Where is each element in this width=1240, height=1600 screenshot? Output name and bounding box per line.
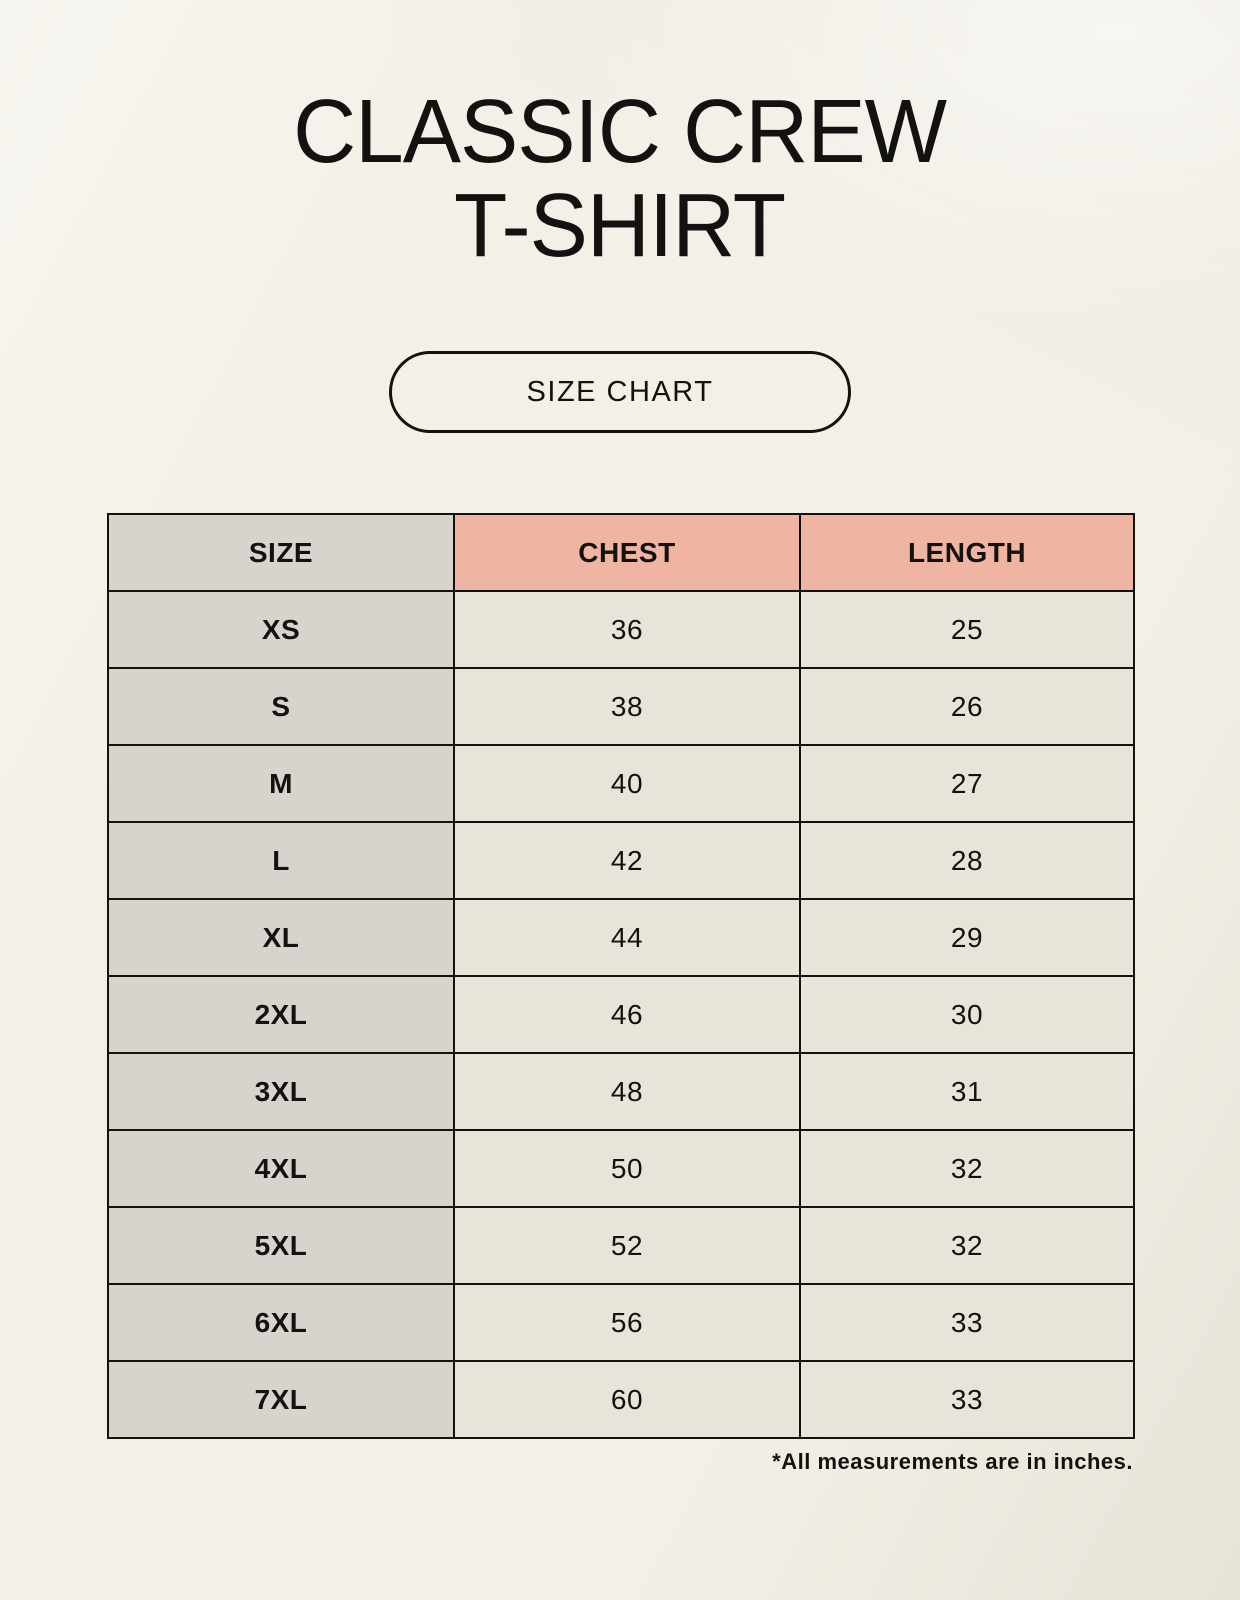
column-header-size: SIZE [107, 513, 455, 593]
length-cell: 30 [799, 975, 1135, 1055]
chest-cell: 56 [453, 1283, 801, 1363]
chest-cell: 40 [453, 744, 801, 824]
length-cell: 28 [799, 821, 1135, 901]
table-row: L 42 28 [107, 821, 1135, 901]
size-table-body: XS 36 25 S 38 26 M 40 27 L 42 28 XL 44 29 2XL 46 30 3XL 48 3… [107, 590, 1135, 1440]
table-row: 6XL 56 33 [107, 1283, 1135, 1363]
chest-cell: 50 [453, 1129, 801, 1209]
column-header-chest: CHEST [453, 513, 801, 593]
size-cell: 3XL [107, 1052, 455, 1132]
length-cell: 31 [799, 1052, 1135, 1132]
length-cell: 33 [799, 1283, 1135, 1363]
page-title-line1: CLASSIC CREW [293, 82, 948, 182]
chest-cell: 44 [453, 898, 801, 978]
chest-cell: 38 [453, 667, 801, 747]
table-row: 2XL 46 30 [107, 975, 1135, 1055]
table-row: M 40 27 [107, 744, 1135, 824]
size-table: SIZE CHEST LENGTH XS 36 25 S 38 26 M 40 27 L 42 28 X… [107, 513, 1135, 1440]
size-table-container: SIZE CHEST LENGTH XS 36 25 S 38 26 M 40 27 L 42 28 X… [107, 513, 1135, 1475]
page-title: CLASSIC CREW T-SHIRT [294, 85, 948, 276]
chest-cell: 42 [453, 821, 801, 901]
chest-cell: 60 [453, 1360, 801, 1440]
size-cell: L [107, 821, 455, 901]
table-row: 4XL 50 32 [107, 1129, 1135, 1209]
chest-cell: 48 [453, 1052, 801, 1132]
size-chart-button[interactable]: SIZE CHART [389, 351, 851, 434]
measurements-footnote: *All measurements are in inches. [772, 1449, 1133, 1475]
table-row: 7XL 60 33 [107, 1360, 1135, 1440]
length-cell: 32 [799, 1129, 1135, 1209]
length-cell: 32 [799, 1206, 1135, 1286]
table-row: XS 36 25 [107, 590, 1135, 670]
table-row: 5XL 52 32 [107, 1206, 1135, 1286]
size-cell: 2XL [107, 975, 455, 1055]
length-cell: 26 [799, 667, 1135, 747]
table-row: XL 44 29 [107, 898, 1135, 978]
page-title-line2: T-SHIRT [454, 175, 786, 276]
chest-cell: 36 [453, 590, 801, 670]
chest-cell: 46 [453, 975, 801, 1055]
length-cell: 25 [799, 590, 1135, 670]
size-cell: S [107, 667, 455, 747]
size-cell: 6XL [107, 1283, 455, 1363]
length-cell: 29 [799, 898, 1135, 978]
length-cell: 27 [799, 744, 1135, 824]
header-row: SIZE CHEST LENGTH [107, 513, 1135, 593]
size-cell: M [107, 744, 455, 824]
column-header-length: LENGTH [799, 513, 1135, 593]
length-cell: 33 [799, 1360, 1135, 1440]
size-cell: XS [107, 590, 455, 670]
size-cell: 7XL [107, 1360, 455, 1440]
size-table-header: SIZE CHEST LENGTH [107, 513, 1135, 593]
size-cell: XL [107, 898, 455, 978]
table-row: 3XL 48 31 [107, 1052, 1135, 1132]
table-row: S 38 26 [107, 667, 1135, 747]
size-cell: 5XL [107, 1206, 455, 1286]
chest-cell: 52 [453, 1206, 801, 1286]
size-cell: 4XL [107, 1129, 455, 1209]
